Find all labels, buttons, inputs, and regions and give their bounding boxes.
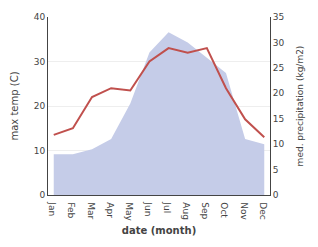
svg-text:max temp (C): max temp (C) — [9, 71, 20, 140]
svg-text:35: 35 — [273, 12, 284, 22]
svg-text:Jun: Jun — [143, 201, 153, 216]
svg-text:10: 10 — [34, 146, 46, 156]
svg-text:May: May — [124, 202, 134, 221]
svg-text:20: 20 — [273, 88, 285, 98]
svg-text:Mar: Mar — [86, 202, 96, 219]
svg-text:0: 0 — [273, 190, 279, 200]
svg-text:Feb: Feb — [66, 202, 76, 218]
svg-text:Jan: Jan — [47, 201, 57, 216]
svg-text:Dec: Dec — [258, 202, 268, 219]
svg-text:10: 10 — [273, 139, 285, 149]
svg-text:Apr: Apr — [105, 202, 115, 218]
svg-text:Nov: Nov — [239, 202, 249, 220]
svg-text:20: 20 — [34, 101, 46, 111]
svg-text:Aug: Aug — [181, 202, 191, 220]
svg-text:25: 25 — [273, 63, 284, 73]
svg-text:date (month): date (month) — [122, 225, 196, 236]
svg-text:0: 0 — [39, 190, 45, 200]
svg-text:30: 30 — [273, 38, 285, 48]
svg-text:5: 5 — [273, 165, 279, 175]
svg-text:Sep: Sep — [200, 202, 210, 219]
svg-text:30: 30 — [34, 57, 46, 67]
svg-text:40: 40 — [34, 12, 46, 22]
svg-text:Oct: Oct — [219, 202, 229, 218]
svg-text:Jul: Jul — [162, 201, 172, 213]
svg-text:15: 15 — [273, 114, 284, 124]
svg-text:med. precipitation (kg/m2): med. precipitation (kg/m2) — [295, 46, 305, 167]
